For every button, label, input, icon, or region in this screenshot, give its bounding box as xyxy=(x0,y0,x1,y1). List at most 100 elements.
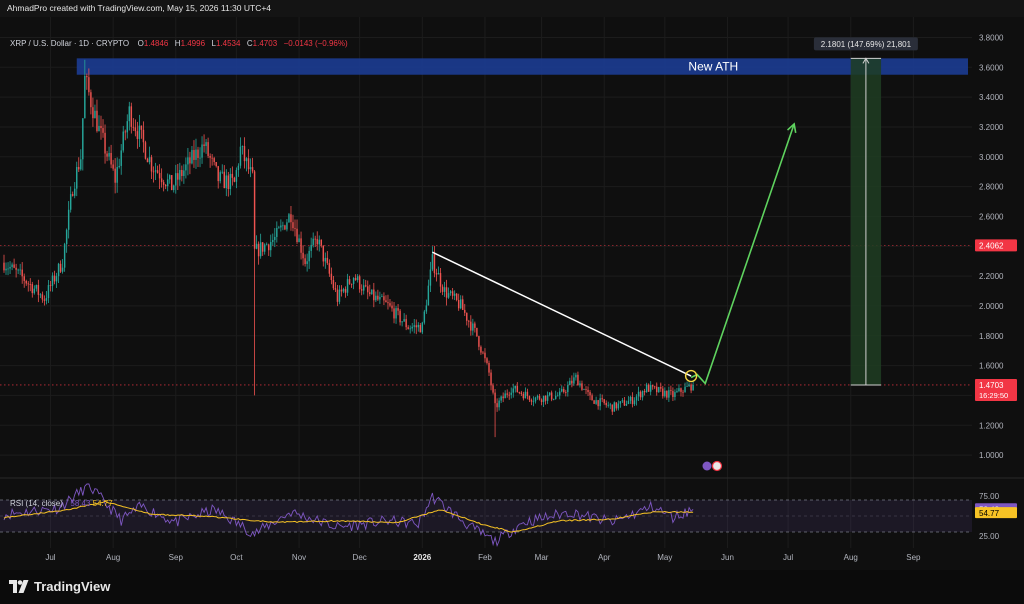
candle-body xyxy=(17,269,19,271)
price-tick-label: 2.8000 xyxy=(979,183,1004,192)
candle-body xyxy=(387,302,389,304)
candle-body xyxy=(150,157,153,172)
chart-svg[interactable]: New ATH 2.1801 (147.69%) 21,801 3.8000 3.… xyxy=(0,17,1024,570)
candle-body xyxy=(96,110,98,132)
candle-body xyxy=(69,194,72,210)
candle-body xyxy=(470,321,472,331)
candle-body xyxy=(516,385,519,393)
rsi-line[interactable] xyxy=(3,483,694,548)
close-label: C xyxy=(246,39,253,48)
time-axis[interactable]: Jul Aug Sep Oct Nov Dec 2026 Feb Mar Apr May Jun Jul… xyxy=(45,553,921,562)
candle-body xyxy=(585,389,587,390)
measure-label: 2.1801 (147.69%) 21,801 xyxy=(821,40,912,49)
candle-body xyxy=(362,285,365,291)
candle-body xyxy=(314,238,316,240)
candle-body xyxy=(449,291,452,294)
candle-body xyxy=(298,238,300,243)
chart-pane[interactable]: New ATH 2.1801 (147.69%) 21,801 3.8000 3.… xyxy=(0,17,1024,570)
time-tick-label: Aug xyxy=(844,553,858,562)
candle-body xyxy=(80,159,82,170)
ath-zone[interactable] xyxy=(76,58,968,75)
candle-body xyxy=(524,391,527,399)
candle-body xyxy=(609,404,611,406)
event-icon-1[interactable] xyxy=(702,461,712,471)
candle-body xyxy=(381,296,383,298)
candle-body xyxy=(401,321,403,323)
projection-arrow[interactable] xyxy=(690,123,795,386)
candle-body xyxy=(559,391,561,396)
candle-body xyxy=(649,385,652,392)
trendline[interactable] xyxy=(432,251,692,377)
tradingview-logo[interactable]: TradingView xyxy=(9,579,110,594)
candle-body xyxy=(548,392,551,396)
candle-body xyxy=(53,275,56,282)
candle-body xyxy=(462,299,464,310)
candle-body xyxy=(5,268,7,271)
breakout-circle[interactable] xyxy=(684,369,698,383)
candle-body xyxy=(197,149,199,158)
price-tick-label: 3.8000 xyxy=(979,33,1004,42)
candle-body xyxy=(59,263,62,272)
time-tick-label: Jul xyxy=(783,553,793,562)
candle-body xyxy=(37,284,40,295)
candle-body xyxy=(583,389,585,390)
candle-body xyxy=(259,242,262,257)
candle-body xyxy=(255,243,258,249)
candle-body xyxy=(421,322,424,333)
candle-body xyxy=(261,242,264,252)
candle-body xyxy=(199,157,201,159)
candle-body xyxy=(530,399,533,402)
candle-body xyxy=(504,393,506,399)
candle-body xyxy=(617,403,620,409)
candle-body xyxy=(472,323,474,331)
candle-body xyxy=(128,106,131,122)
candle-body xyxy=(332,280,335,289)
candle-body xyxy=(453,293,456,296)
rsi-label[interactable]: RSI (14, close) xyxy=(10,499,63,508)
symbol-name[interactable]: XRP / U.S. Dollar · 1D · CRYPTO xyxy=(10,39,130,48)
candle-series[interactable] xyxy=(3,59,694,438)
low-label: L xyxy=(211,39,216,48)
candle-body xyxy=(217,166,219,182)
time-tick-label: May xyxy=(657,553,672,562)
candle-body xyxy=(653,386,656,388)
candle-body xyxy=(334,288,337,290)
candle-body xyxy=(498,400,500,408)
high-label: H xyxy=(174,39,181,48)
event-icons[interactable] xyxy=(702,460,723,472)
candle-body xyxy=(221,171,223,173)
candle-body xyxy=(433,254,436,274)
candle-body xyxy=(320,239,323,246)
price-tick-label: 2.6000 xyxy=(979,212,1004,221)
rsi-legend[interactable]: RSI (14, close) 58.43 54.77 xyxy=(10,499,113,508)
candle-body xyxy=(686,386,688,387)
candle-body xyxy=(358,276,361,290)
candle-body xyxy=(130,106,133,127)
candle-body xyxy=(35,284,38,289)
candle-body xyxy=(676,391,678,393)
credit-text: AhmadPro created with TradingView.com, M… xyxy=(7,3,272,13)
candle-body xyxy=(342,289,345,292)
candle-body xyxy=(629,396,632,401)
candle-body xyxy=(270,242,272,251)
candle-body xyxy=(480,346,482,353)
candle-body xyxy=(227,175,230,189)
candle-body xyxy=(670,390,672,391)
candle-body xyxy=(156,170,159,173)
candle-body xyxy=(114,168,116,183)
ath-label: New ATH xyxy=(688,60,738,74)
candle-body xyxy=(494,392,496,404)
candle-body xyxy=(593,400,595,404)
symbol-legend[interactable]: XRP / U.S. Dollar · 1D · CRYPTO O1.4846 … xyxy=(10,39,348,48)
time-tick-label: Jul xyxy=(45,553,55,562)
candle-body xyxy=(528,396,531,400)
rsi-ma-line[interactable] xyxy=(3,500,694,533)
candle-body xyxy=(518,392,521,393)
candle-body xyxy=(411,326,413,329)
candle-body xyxy=(290,214,292,223)
candle-body xyxy=(409,328,411,330)
countdown-text: 16:29:50 xyxy=(979,391,1008,400)
candle-body xyxy=(352,277,355,284)
event-icon-2[interactable] xyxy=(711,460,723,472)
candle-body xyxy=(476,327,478,337)
